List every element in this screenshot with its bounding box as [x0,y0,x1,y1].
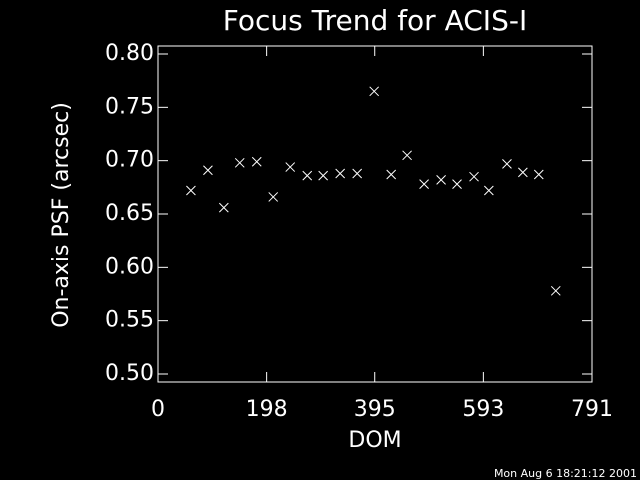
data-point [234,157,245,168]
data-point [550,285,561,296]
data-point [436,175,446,185]
data-point [218,202,229,213]
x-tick-label: 593 [462,397,504,422]
data-point [469,171,479,182]
y-axis-label: On-axis PSF (arcsec) [49,102,74,328]
data-point [318,170,329,181]
data-point [203,165,213,176]
y-tick-label: 0.70 [105,148,154,173]
y-tick-label: 0.50 [105,361,154,386]
data-point [502,159,512,169]
y-tick-label: 0.60 [105,254,154,279]
data-point [518,167,528,178]
x-tick-label: 791 [571,397,613,422]
y-tick-label: 0.80 [105,41,154,66]
data-point [335,168,346,179]
y-tick-label: 0.55 [105,308,154,333]
x-tick-label: 198 [246,397,288,422]
data-point [419,179,429,189]
y-tick-label: 0.75 [105,94,154,119]
footer-timestamp: Mon Aug 6 18:21:12 2001 [494,467,637,480]
data-point [186,185,196,196]
data-point [352,168,363,179]
data-point [302,170,313,181]
data-point [369,86,380,97]
data-point [386,169,397,180]
x-tick-label: 0 [151,397,165,422]
x-axis-label: DOM [348,428,401,453]
data-point [483,185,494,196]
chart-title: Focus Trend for ACIS-I [223,4,527,37]
x-tick-label: 395 [354,397,396,422]
data-point [251,156,262,167]
data-point [533,169,544,180]
data-point [452,179,462,189]
data-point [268,192,279,202]
data-point [285,162,296,172]
y-tick-label: 0.65 [105,201,154,226]
data-point [402,150,412,161]
